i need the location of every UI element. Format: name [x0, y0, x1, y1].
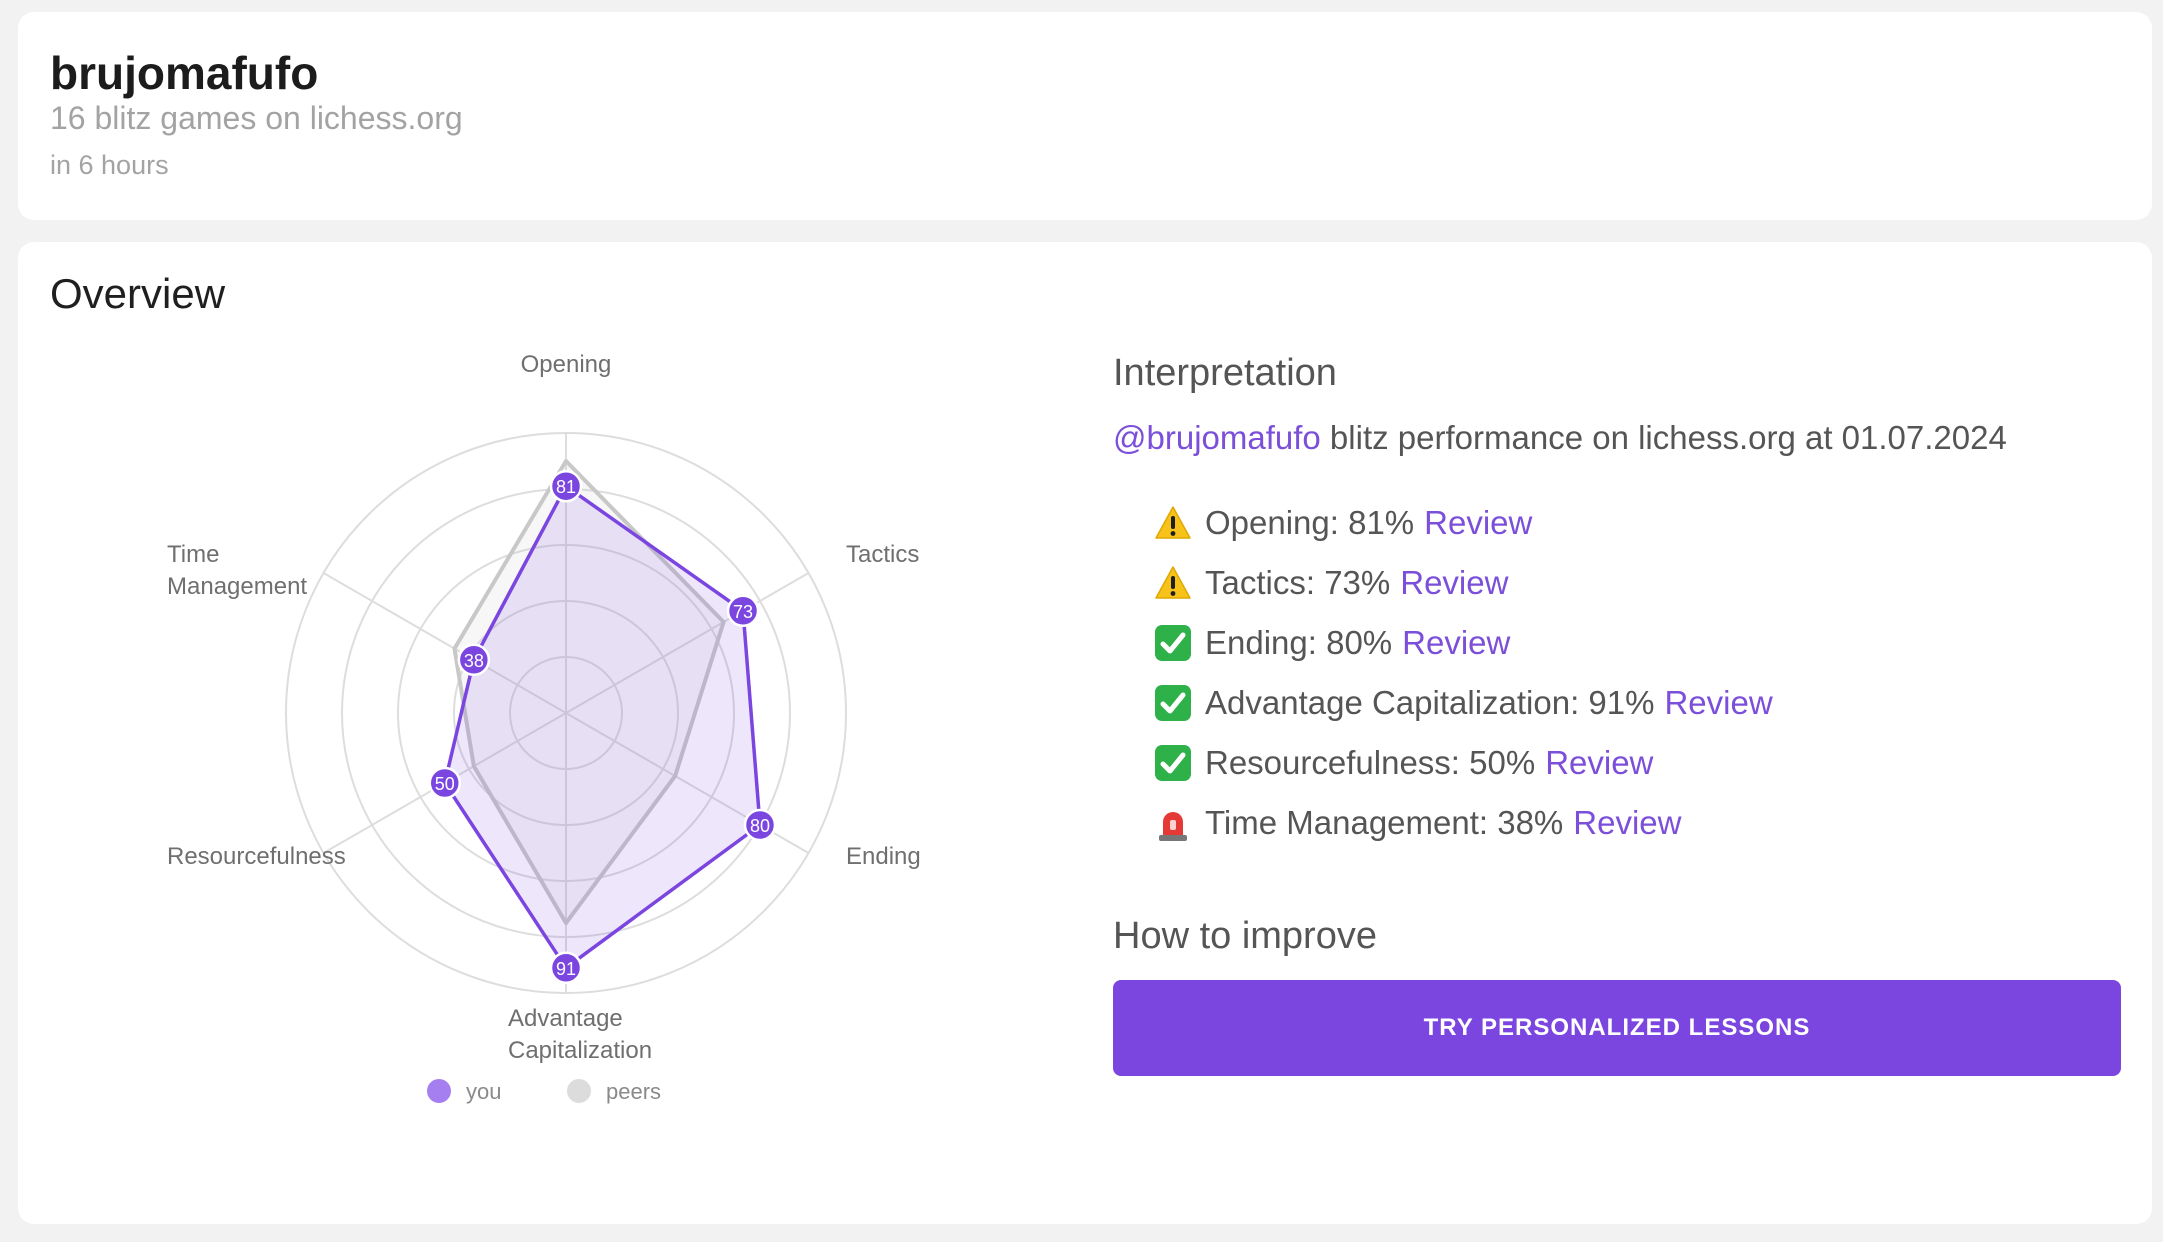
data-point-label: 38: [464, 651, 484, 671]
axis-label: Tactics: [846, 541, 919, 568]
metric-item: Resourcefulness: 50% Review: [1153, 733, 2123, 793]
legend-label: you: [466, 1079, 501, 1104]
personalized-lessons-button[interactable]: TRY PERSONALIZED LESSONS: [1113, 980, 2121, 1076]
series-you: [443, 484, 762, 970]
data-point-label: 81: [556, 477, 576, 497]
games-summary: 16 blitz games on lichess.org: [50, 100, 463, 136]
radar-chart-svg: 81 73 80 91 50 38 Opening Tactics Ending Advantag…: [167, 351, 921, 1104]
interpretation-title: Interpretation: [1113, 352, 1337, 394]
interpretation-summary: @brujomafufo blitz performance on liches…: [1113, 419, 2123, 457]
check-icon: [1153, 623, 1193, 663]
data-point-label: 80: [750, 816, 770, 836]
axis-label: Time Management: [167, 541, 307, 600]
siren-icon: [1153, 803, 1193, 843]
series-peers: [452, 459, 726, 925]
radar-chart: 81 73 80 91 50 38 Opening Tactics Ending Advantag…: [18, 242, 1078, 1224]
review-link[interactable]: Review: [1573, 804, 1682, 841]
review-link[interactable]: Review: [1545, 744, 1654, 781]
data-point: [428, 766, 462, 800]
data-point: [549, 469, 583, 503]
metric-item: Advantage Capitalization: 91% Review: [1153, 673, 2123, 733]
warning-icon: [1153, 563, 1193, 603]
data-point: [743, 808, 777, 842]
data-point: [726, 594, 760, 628]
data-point-label: 73: [733, 602, 753, 622]
review-link[interactable]: Review: [1402, 624, 1511, 661]
metric-item: Tactics: 73% Review: [1153, 553, 2123, 613]
warning-icon: [1153, 503, 1193, 543]
overview-card: Overview 81 73 80 91 50 38 Opening Tactics Endin…: [18, 242, 2152, 1224]
metric-item: Ending: 80% Review: [1153, 613, 2123, 673]
axis-label: Resourcefulness: [167, 843, 346, 870]
review-link[interactable]: Review: [1424, 504, 1533, 541]
metric-text: Time Management: 38%: [1205, 804, 1564, 841]
metric-item: Time Management: 38% Review: [1153, 793, 2123, 853]
profile-header: brujomafufo 16 blitz games on lichess.or…: [18, 12, 2152, 220]
axis-label: Opening: [521, 351, 612, 378]
interpretation-panel: Interpretation @brujomafufo blitz perfor…: [1113, 352, 2123, 1076]
data-point: [549, 951, 583, 985]
axis-label: Advantage Capitalization: [508, 1005, 652, 1064]
check-icon: [1153, 743, 1193, 783]
data-point-label: 50: [435, 774, 455, 794]
metric-text: Advantage Capitalization: 91%: [1205, 684, 1655, 721]
metric-list: Opening: 81% Review Tactics: 73% Review Endi…: [1153, 493, 2123, 853]
legend-swatch: [567, 1079, 591, 1103]
data-point-label: 91: [556, 959, 576, 979]
grid-spoke: [565, 572, 809, 714]
overview-title: Overview: [50, 270, 226, 317]
legend-swatch: [427, 1079, 451, 1103]
legend-label: peers: [606, 1079, 661, 1104]
metric-text: Resourcefulness: 50%: [1205, 744, 1536, 781]
data-point: [457, 643, 491, 677]
metric-text: Opening: 81%: [1205, 504, 1415, 541]
metric-item: Opening: 81% Review: [1153, 493, 2123, 553]
check-icon: [1153, 683, 1193, 723]
summary-text: blitz performance on lichess.org at 01.0…: [1320, 419, 2007, 456]
time-ago: in 6 hours: [50, 150, 169, 180]
metric-text: Tactics: 73%: [1205, 564, 1391, 601]
review-link[interactable]: Review: [1400, 564, 1509, 601]
user-handle-link[interactable]: @brujomafufo: [1113, 419, 1321, 456]
grid-spoke: [323, 572, 567, 714]
metric-text: Ending: 80%: [1205, 624, 1393, 661]
improve-title: How to improve: [1113, 915, 1377, 957]
review-link[interactable]: Review: [1664, 684, 1773, 721]
axis-label: Ending: [846, 843, 921, 870]
username: brujomafufo: [50, 47, 319, 99]
